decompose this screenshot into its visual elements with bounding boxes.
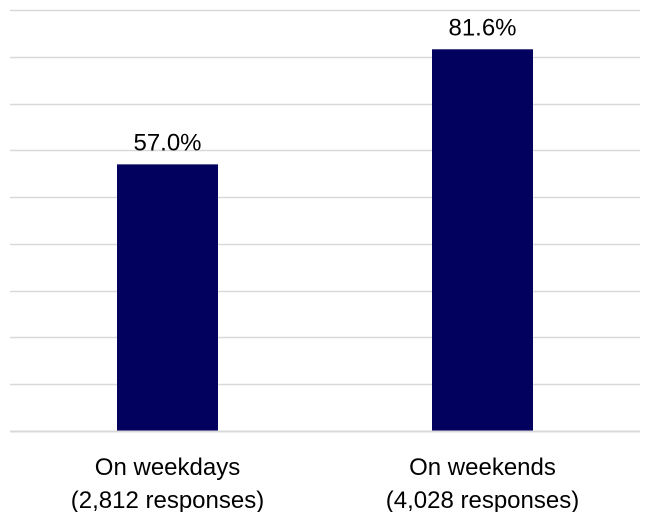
data-label: 81.6%	[448, 14, 516, 41]
x-axis: On weekdays (2,812 responses) On weekends (…	[10, 430, 640, 512]
category-label: (4,028 responses)	[386, 487, 579, 512]
data-label: 57.0%	[133, 129, 201, 156]
category-label: On weekdays	[95, 454, 240, 481]
category-label: On weekends	[409, 454, 556, 481]
gridlines	[10, 9, 640, 386]
data-labels: 57.0% 81.6%	[133, 14, 516, 156]
bar	[117, 164, 218, 431]
category-label: (2,812 responses)	[71, 487, 264, 512]
bars	[117, 49, 533, 431]
bar	[432, 49, 533, 431]
